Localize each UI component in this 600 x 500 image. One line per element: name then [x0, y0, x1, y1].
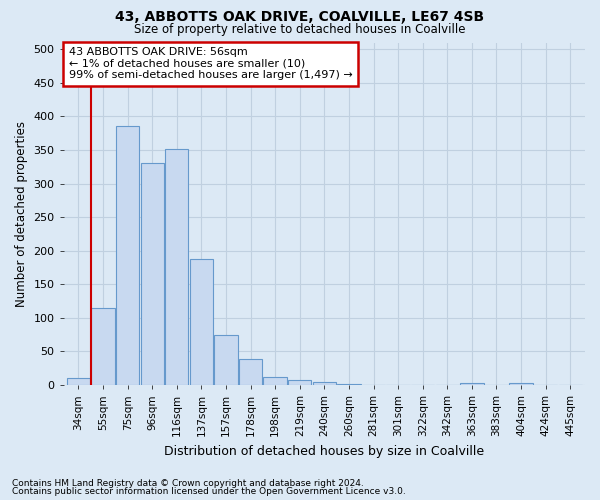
X-axis label: Distribution of detached houses by size in Coalville: Distribution of detached houses by size …: [164, 444, 484, 458]
Bar: [140, 164, 164, 385]
Bar: [165, 148, 188, 385]
Bar: [337, 384, 361, 385]
Bar: [313, 382, 336, 385]
Bar: [263, 377, 287, 385]
Bar: [288, 380, 311, 385]
Bar: [509, 383, 533, 385]
Text: Size of property relative to detached houses in Coalville: Size of property relative to detached ho…: [134, 22, 466, 36]
Bar: [239, 360, 262, 385]
Text: 43 ABBOTTS OAK DRIVE: 56sqm
← 1% of detached houses are smaller (10)
99% of semi: 43 ABBOTTS OAK DRIVE: 56sqm ← 1% of deta…: [68, 47, 352, 80]
Bar: [214, 334, 238, 385]
Y-axis label: Number of detached properties: Number of detached properties: [15, 121, 28, 307]
Bar: [91, 308, 115, 385]
Bar: [67, 378, 90, 385]
Text: Contains public sector information licensed under the Open Government Licence v3: Contains public sector information licen…: [12, 487, 406, 496]
Text: Contains HM Land Registry data © Crown copyright and database right 2024.: Contains HM Land Registry data © Crown c…: [12, 478, 364, 488]
Bar: [116, 126, 139, 385]
Bar: [190, 259, 213, 385]
Text: 43, ABBOTTS OAK DRIVE, COALVILLE, LE67 4SB: 43, ABBOTTS OAK DRIVE, COALVILLE, LE67 4…: [115, 10, 485, 24]
Bar: [460, 383, 484, 385]
